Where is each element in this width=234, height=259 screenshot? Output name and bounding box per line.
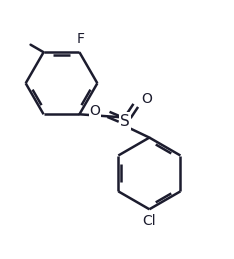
Text: O: O <box>89 104 100 118</box>
Text: Cl: Cl <box>143 214 156 228</box>
Text: S: S <box>120 114 130 129</box>
Text: F: F <box>77 32 84 46</box>
Text: O: O <box>142 92 153 106</box>
